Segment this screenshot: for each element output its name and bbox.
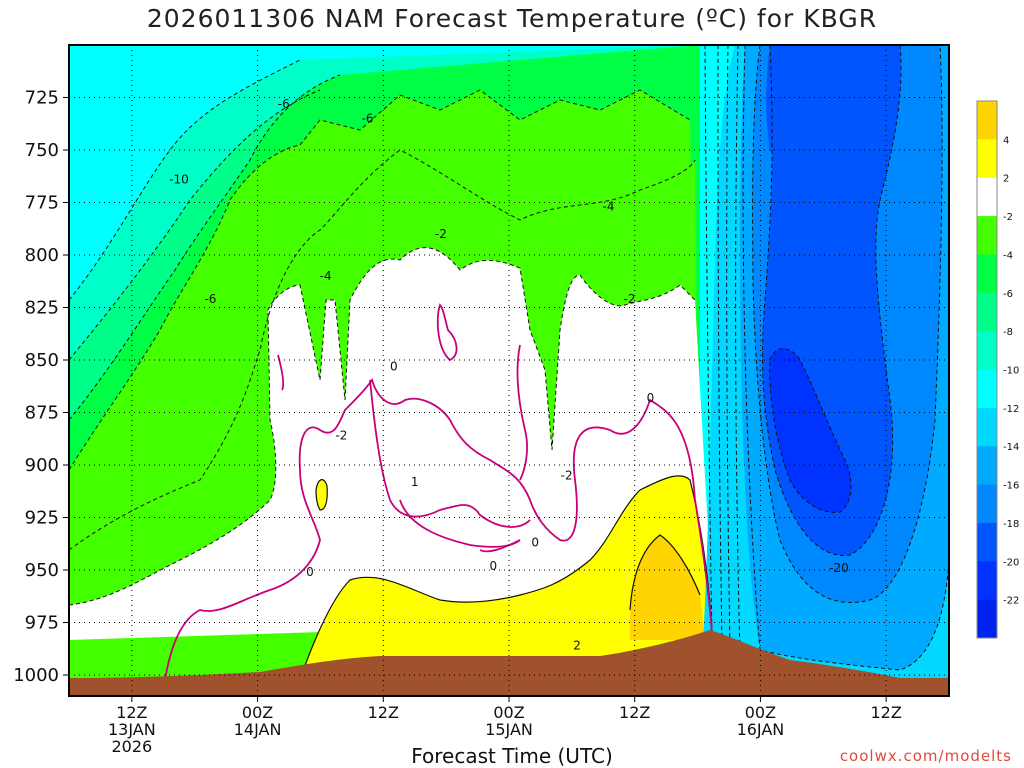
x-tick-label: 12Z	[368, 703, 399, 722]
y-tick-label: 900	[25, 455, 59, 476]
y-tick-label: 775	[25, 193, 59, 214]
contour-label: -6	[204, 292, 216, 306]
ground	[69, 630, 949, 696]
colorbar-label: -20	[1003, 557, 1019, 568]
colorbar-swatch	[977, 561, 997, 601]
zero-isotherm	[164, 303, 713, 681]
colorbar-label: -22	[1003, 596, 1019, 607]
contour-label: 0	[390, 359, 398, 373]
colorbar-label: -14	[1003, 442, 1019, 453]
y-tick-label: 725	[25, 88, 59, 109]
colorbar-swatch	[977, 369, 997, 409]
y-tick-label: 825	[25, 298, 59, 319]
colorbar-label: 2	[1003, 174, 1009, 185]
grid	[69, 45, 949, 696]
x-tick-label: 15JAN	[485, 720, 533, 739]
contour-label: 0	[306, 565, 314, 579]
colorbar-label: -12	[1003, 404, 1019, 415]
y-axis: 725 750 775 800 825 850 875 900 925 950 975 1000	[13, 88, 69, 686]
y-tick-label: 800	[25, 245, 59, 266]
contour-label: -2	[561, 469, 573, 483]
y-tick-label: 1000	[13, 665, 59, 686]
field-minus-22	[769, 348, 852, 513]
x-tick-label: 00Z	[493, 703, 524, 722]
x-tick-label: 12Z	[619, 703, 650, 722]
colorbar-swatch	[977, 446, 997, 486]
colorbar-swatch	[977, 522, 997, 562]
contour-label: -6	[362, 112, 374, 126]
contour-label: -4	[320, 269, 332, 283]
y-tick-label: 750	[25, 140, 59, 161]
y-tick-label: 975	[25, 613, 59, 634]
colorbar-label: -2	[1003, 212, 1013, 223]
contour-label: -4	[603, 200, 615, 214]
x-tick-label: 2026	[111, 737, 152, 756]
y-tick-label: 950	[25, 560, 59, 581]
colorbar-label: -6	[1003, 289, 1013, 300]
contour-label: -2	[335, 429, 347, 443]
colorbar-swatch	[977, 331, 997, 370]
field-minus-22-top	[766, 45, 810, 154]
x-tick-label: 13JAN	[108, 720, 156, 739]
colorbar-label: -8	[1003, 327, 1013, 338]
colorbar-swatch	[977, 101, 997, 140]
x-tick-label: 16JAN	[737, 720, 785, 739]
contour-label: -2	[623, 292, 635, 306]
y-tick-label: 850	[25, 350, 59, 371]
colorbar-swatch	[977, 254, 997, 294]
contour-label: -10	[169, 172, 189, 186]
y-tick-label: 925	[25, 508, 59, 529]
warm-contours	[299, 475, 713, 681]
colorbar-label: -10	[1003, 366, 1019, 377]
contour-label: -20	[829, 561, 849, 575]
y-tick-label: 875	[25, 403, 59, 424]
chart-title: 2026011306 NAM Forecast Temperature (ºC)…	[146, 4, 878, 33]
colorbar-swatch	[977, 407, 997, 447]
x-tick-label: 12Z	[870, 703, 901, 722]
colorbar: 4 2 -2 -4 -6 -8 -10 -12 -14 -16 -18 -20 -22	[976, 100, 1019, 639]
colorbar-swatch	[977, 599, 997, 639]
x-tick-label: 00Z	[745, 703, 776, 722]
contour-label: 0	[531, 536, 539, 550]
x-tick-label: 00Z	[242, 703, 273, 722]
field-plus-4	[630, 535, 705, 640]
x-tick-label: 14JAN	[234, 720, 282, 739]
field-plus-2	[300, 475, 712, 680]
field-white	[69, 247, 712, 640]
colorbar-frame	[976, 100, 998, 639]
field-plus-2-small	[316, 479, 328, 510]
colorbar-swatch	[977, 292, 997, 332]
colorbar-swatch	[977, 139, 997, 179]
colorbar-label: -16	[1003, 481, 1019, 492]
contour-label: -6	[278, 97, 290, 111]
contour-label: 1	[411, 475, 419, 489]
contour-label: 0	[647, 391, 655, 405]
colorbar-label: -4	[1003, 250, 1013, 261]
colorbar-label: 4	[1003, 135, 1009, 146]
colorbar-label: -18	[1003, 519, 1019, 530]
colorbar-swatch	[977, 177, 997, 217]
contour-label: -2	[435, 227, 447, 241]
colorbar-swatch	[977, 484, 997, 524]
colorbar-swatch	[977, 216, 997, 255]
contour-label: 2	[573, 639, 581, 653]
x-axis-title: Forecast Time (UTC)	[411, 744, 613, 768]
watermark: coolwx.com/modelts	[839, 747, 1012, 765]
x-tick-label: 12Z	[116, 703, 147, 722]
contour-label: 0	[489, 559, 497, 573]
